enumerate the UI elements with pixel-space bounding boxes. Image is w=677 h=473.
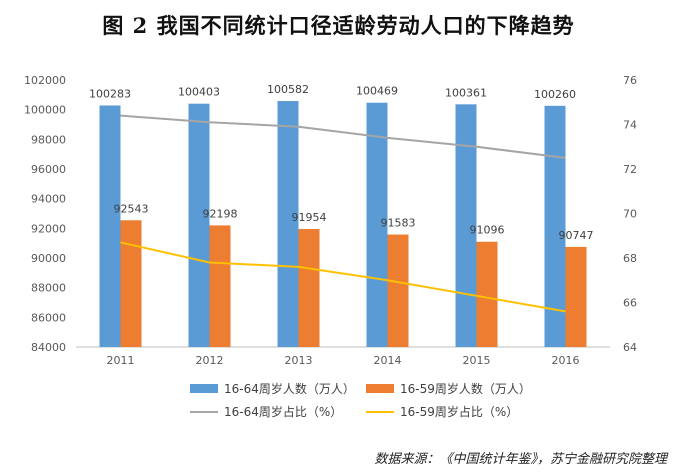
x-tick-label: 2016 (552, 354, 580, 367)
line-series-1 (120, 114, 566, 159)
y-right-tick-label: 64 (623, 341, 637, 354)
legend-label: 16-64周岁占比（%） (224, 404, 342, 419)
bar-2 (298, 229, 320, 347)
y-left-tick-label: 88000 (31, 282, 66, 295)
bar-data-label: 92198 (203, 207, 238, 220)
bar-2 (120, 220, 142, 347)
y-right-tick-label: 70 (623, 208, 637, 221)
bar-1 (277, 101, 299, 348)
bar-data-label: 91583 (381, 217, 416, 230)
x-tick-label: 2013 (285, 354, 313, 367)
legend-label: 16-59周岁占比（%） (400, 404, 518, 419)
bar-2 (565, 246, 587, 347)
y-right-tick-label: 68 (623, 252, 637, 265)
legend-swatch (366, 384, 394, 393)
y-left-tick-label: 86000 (31, 311, 66, 324)
bar-data-label: 100283 (89, 87, 131, 100)
y-left-tick-label: 100000 (24, 104, 66, 117)
y-left-tick-label: 98000 (31, 133, 66, 146)
y-right-tick-label: 76 (623, 74, 637, 87)
bar-data-label: 100260 (534, 88, 576, 101)
y-right-tick-label: 66 (623, 297, 637, 310)
bar-1 (455, 104, 477, 348)
bar-data-label: 92543 (114, 202, 149, 215)
x-tick-label: 2014 (374, 354, 402, 367)
y-left-tick-label: 84000 (31, 341, 66, 354)
legend-label: 16-64周岁人数（万人） (224, 381, 355, 396)
y-right-tick-label: 74 (623, 119, 637, 132)
bar-2 (209, 225, 231, 347)
y-left-tick-label: 90000 (31, 252, 66, 265)
bar-1 (366, 102, 388, 347)
bar-1 (99, 105, 121, 347)
bar-data-label: 91096 (470, 224, 505, 237)
x-tick-label: 2012 (196, 354, 224, 367)
y-left-tick-label: 92000 (31, 222, 66, 235)
bar-data-label: 90747 (559, 229, 594, 242)
bar-2 (476, 241, 498, 347)
x-tick-label: 2015 (463, 354, 491, 367)
y-left-tick-label: 94000 (31, 193, 66, 206)
bar-data-label: 100469 (356, 85, 398, 98)
legend-swatch (190, 384, 218, 393)
source-note: 数据来源：《中国统计年鉴》，苏宁金融研究院整理 (374, 452, 667, 467)
x-tick-label: 2011 (107, 354, 135, 367)
y-left-tick-label: 96000 (31, 163, 66, 176)
chart-title: 图 2 我国不同统计口径适龄劳动人口的下降趋势 (102, 13, 575, 38)
bar-data-label: 100582 (267, 83, 309, 96)
bar-data-label: 100361 (445, 86, 487, 99)
bar-data-label: 91954 (292, 211, 327, 224)
legend-label: 16-59周岁人数（万人） (400, 381, 531, 396)
bar-data-label: 100403 (178, 86, 220, 99)
bar-1 (188, 103, 210, 347)
y-left-tick-label: 102000 (24, 74, 66, 87)
y-right-tick-label: 72 (623, 163, 637, 176)
bar-2 (387, 234, 409, 347)
bar-1 (544, 105, 566, 347)
line-series-2 (120, 241, 566, 313)
